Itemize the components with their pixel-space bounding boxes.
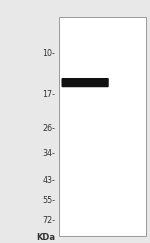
Text: 26-: 26-	[42, 124, 56, 133]
Bar	[59, 17, 146, 236]
Text: 10-: 10-	[43, 49, 56, 58]
FancyBboxPatch shape	[61, 78, 109, 87]
Text: 17-: 17-	[42, 90, 56, 99]
Text: KDa: KDa	[36, 233, 56, 242]
Text: 43-: 43-	[43, 176, 56, 185]
Text: 34-: 34-	[43, 149, 56, 158]
Text: 72-: 72-	[42, 216, 56, 225]
Text: 55-: 55-	[42, 196, 56, 205]
